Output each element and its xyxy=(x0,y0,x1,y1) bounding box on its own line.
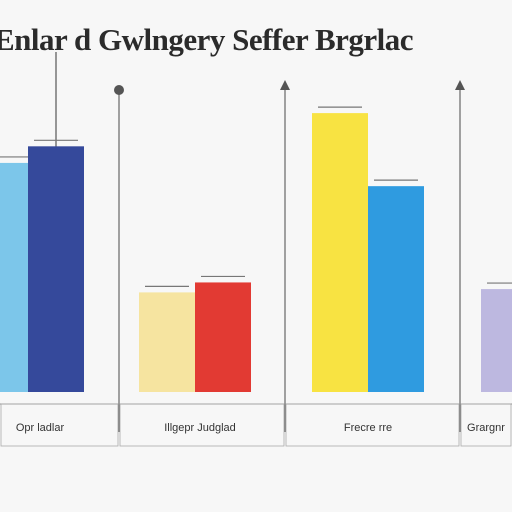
divider-marker xyxy=(455,80,465,90)
bar xyxy=(312,113,368,393)
category-label: Illgepr Judglad xyxy=(164,422,236,434)
category-label-box xyxy=(460,403,512,447)
chart-title: Enlar d Gwlngery Seffer Brgrlac xyxy=(0,22,414,57)
category-label: Opr ladlar xyxy=(16,422,65,434)
bar xyxy=(368,186,424,392)
category-label-box xyxy=(285,403,460,447)
bar xyxy=(195,282,251,392)
bar xyxy=(481,289,512,392)
category-label: Grargnr xyxy=(467,422,505,434)
divider-marker xyxy=(114,85,124,95)
divider-marker xyxy=(280,80,290,90)
category-label: Frecre rre xyxy=(344,422,392,434)
bar xyxy=(139,292,195,392)
category-label-box xyxy=(119,403,285,447)
category-label-box xyxy=(0,403,119,447)
bar xyxy=(28,146,84,392)
